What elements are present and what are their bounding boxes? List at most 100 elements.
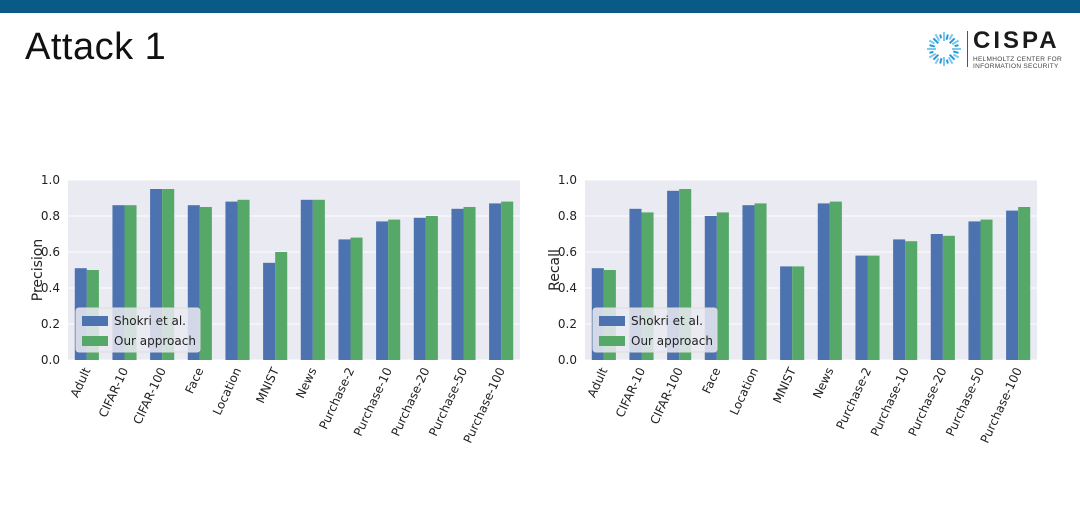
bar (742, 205, 755, 360)
y-tick-label: 0.8 (41, 209, 60, 223)
bar (980, 219, 993, 360)
bar (225, 201, 238, 360)
bar (275, 252, 288, 360)
bar (1006, 210, 1019, 360)
y-tick-label: 0.6 (558, 245, 577, 259)
bar (199, 207, 212, 360)
precision-chart: 0.0 0.2 0.4 0.6 0.8 1.0 Precision Adult CIFAR-10… (20, 160, 520, 460)
bar (413, 217, 426, 360)
bar (489, 203, 502, 360)
x-tick-label: Purchase-2 (316, 365, 357, 431)
logo-ray (947, 56, 954, 65)
x-tick-label: News (293, 365, 319, 400)
bar (425, 216, 438, 360)
cispa-logo: CISPA HELMHOLTZ CENTER FOR INFORMATION S… (925, 27, 1075, 71)
bar (905, 241, 918, 360)
x-tick-label: Purchase-10 (868, 365, 912, 438)
bar (893, 239, 906, 360)
x-tick-label: Adult (68, 365, 94, 400)
bar (350, 237, 363, 360)
y-axis-label: Precision (30, 239, 46, 301)
bar (451, 208, 464, 360)
x-tick-label: Purchase-50 (426, 365, 470, 438)
logo-ray (945, 34, 949, 41)
y-tick-label: 0.6 (41, 245, 60, 259)
y-tick-label: 0.2 (558, 317, 577, 331)
bar (237, 199, 250, 360)
top-accent-bar (0, 0, 1080, 13)
bar (829, 201, 842, 360)
bar (968, 221, 981, 360)
bar (312, 199, 325, 360)
legend-label: Our approach (631, 334, 713, 348)
x-tick-label: Purchase-10 (351, 365, 395, 438)
bar (780, 266, 793, 360)
logo-ray (934, 58, 940, 65)
x-tick-label: Face (699, 365, 723, 396)
x-tick-label: Purchase-20 (389, 365, 433, 438)
x-tick-label: CIFAR-10 (96, 365, 131, 419)
legend-label: Shokri et al. (631, 314, 703, 328)
y-tick-label: 1.0 (41, 173, 60, 187)
logo-ray (934, 33, 941, 42)
legend-swatch (82, 316, 108, 326)
x-tick-label: CIFAR-100 (130, 365, 168, 426)
x-tick-label: Location (210, 365, 244, 417)
x-tick-label: Purchase-100 (978, 365, 1025, 445)
slide-title: Attack 1 (25, 26, 167, 68)
logo-ray (928, 52, 937, 59)
x-tick-label: Purchase-50 (943, 365, 987, 438)
bar (792, 266, 805, 360)
logo-ray (928, 39, 935, 45)
x-tick-label: MNIST (770, 365, 799, 406)
logo-ray (929, 44, 936, 48)
bar (501, 201, 514, 360)
logo-ray (951, 39, 960, 46)
x-tick-label: Face (182, 365, 206, 396)
logo-ray (939, 34, 943, 39)
y-tick-label: 0.0 (558, 353, 577, 367)
bar (463, 207, 476, 360)
y-tick-label: 0.0 (41, 353, 60, 367)
logo-ray (948, 33, 954, 40)
y-tick-label: 0.4 (558, 281, 577, 295)
x-tick-label: Purchase-100 (461, 365, 508, 445)
bar (388, 219, 401, 360)
legend-label: Shokri et al. (114, 314, 186, 328)
y-tick-label: 0.4 (41, 281, 60, 295)
logo-ray (939, 57, 943, 64)
bar (930, 234, 943, 360)
legend-swatch (82, 336, 108, 346)
logo-ray (954, 44, 959, 48)
x-tick-label: Purchase-2 (833, 365, 874, 431)
bar (817, 203, 830, 360)
bar (300, 199, 313, 360)
bar (376, 221, 389, 360)
logo-ray (948, 53, 956, 61)
legend-label: Our approach (114, 334, 196, 348)
y-tick-label: 0.2 (41, 317, 60, 331)
bar (942, 235, 955, 360)
logo-ray (953, 53, 960, 59)
logo-ray (932, 37, 940, 45)
x-tick-label: News (810, 365, 836, 400)
bar (338, 239, 351, 360)
logo-subtitle: HELMHOLTZ CENTER FOR INFORMATION SECURIT… (973, 56, 1062, 70)
recall-chart: 0.0 0.2 0.4 0.6 0.8 1.0 Recall Adult CIFAR-10 CIF… (537, 160, 1037, 460)
x-tick-label: MNIST (253, 365, 282, 406)
bar (855, 255, 868, 360)
y-tick-label: 1.0 (558, 173, 577, 187)
x-tick-label: Location (727, 365, 761, 417)
y-axis-label: Recall (547, 249, 563, 291)
logo-ray (952, 50, 959, 54)
bar (754, 203, 767, 360)
x-tick-label: CIFAR-100 (647, 365, 685, 426)
x-tick-label: CIFAR-10 (613, 365, 648, 419)
x-tick-label: Purchase-20 (906, 365, 950, 438)
logo-ray (929, 50, 934, 54)
logo-sunburst-icon (927, 32, 961, 66)
logo-ray (945, 59, 949, 64)
bar (867, 255, 880, 360)
logo-ray (948, 37, 956, 45)
